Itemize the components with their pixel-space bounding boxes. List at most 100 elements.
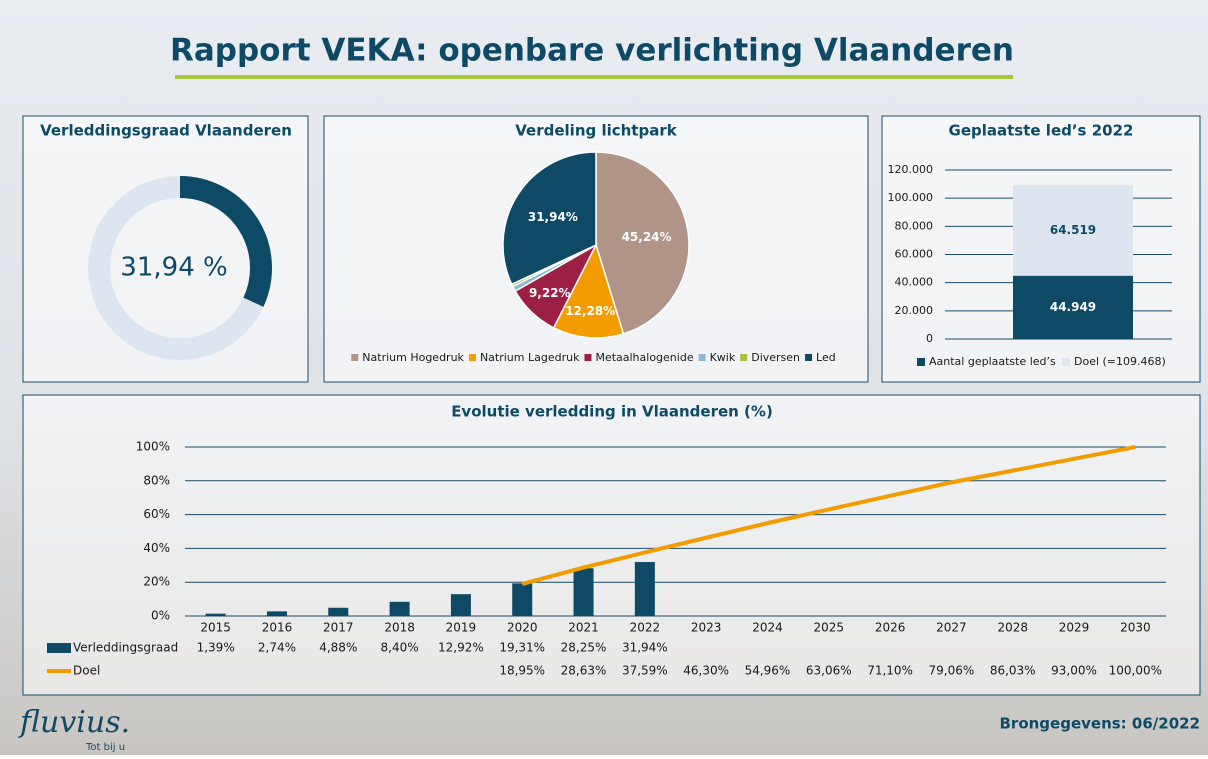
legend-swatch xyxy=(468,354,476,361)
y-tick-label: 20.000 xyxy=(895,304,934,317)
x-tick-label: 2023 xyxy=(691,621,722,635)
x-tick-label: 2024 xyxy=(752,621,783,635)
panel xyxy=(22,394,1201,696)
legend-label: Doel (=109.468) xyxy=(1074,355,1166,368)
y-tick-label: 100.000 xyxy=(888,191,934,204)
legend-swatch xyxy=(584,354,592,361)
pie-slice xyxy=(595,151,690,335)
table-value: 2,74% xyxy=(258,641,296,655)
pie-slice xyxy=(552,243,625,339)
table-value: 8,40% xyxy=(381,641,419,655)
pie-label: 9,22% xyxy=(529,286,571,300)
source-note: Brongegevens: 06/2022 xyxy=(999,715,1200,733)
page-title: Rapport VEKA: openbare verlichting Vlaan… xyxy=(170,33,1014,69)
bar-label: 64.519 xyxy=(1050,223,1096,237)
table-value: 37,59% xyxy=(622,664,668,678)
x-tick-label: 2016 xyxy=(262,621,293,635)
y-tick-label: 120.000 xyxy=(888,163,934,176)
table-value: 79,06% xyxy=(929,664,975,678)
bar-segment xyxy=(1013,275,1133,339)
legend-swatch xyxy=(740,354,748,361)
y-tick-label: 80.000 xyxy=(895,219,934,232)
y-tick-label: 0% xyxy=(151,609,170,623)
brand-logo: fluvius. xyxy=(18,705,130,740)
table-value: 28,25% xyxy=(561,641,607,655)
y-tick-label: 60.000 xyxy=(895,248,934,261)
pie-slice xyxy=(502,151,597,286)
y-tick-label: 0 xyxy=(926,332,933,345)
y-tick-label: 40% xyxy=(143,541,170,555)
bar xyxy=(389,601,410,616)
y-tick-label: 80% xyxy=(143,473,170,487)
legend-label: Doel xyxy=(73,664,100,678)
y-tick-label: 60% xyxy=(143,507,170,521)
table-value: 28,63% xyxy=(561,664,607,678)
x-tick-label: 2027 xyxy=(936,621,967,635)
pie-label: 45,24% xyxy=(622,230,672,244)
pie-label: 31,94% xyxy=(528,210,578,224)
table-value: 46,30% xyxy=(683,664,729,678)
brand-tagline: Tot bij u xyxy=(85,742,125,753)
donut-arc xyxy=(179,176,272,307)
legend-label: Diversen xyxy=(751,351,800,364)
legend-swatch xyxy=(698,354,706,361)
legend-label: Natrium Hogedruk xyxy=(362,351,464,364)
legend-swatch xyxy=(351,354,359,361)
legend-label: Led xyxy=(816,351,836,364)
table-value: 12,92% xyxy=(438,641,484,655)
legend-label: Kwik xyxy=(710,351,736,364)
x-tick-label: 2018 xyxy=(384,621,415,635)
line xyxy=(521,445,1136,586)
table-value: 54,96% xyxy=(745,664,791,678)
table-value: 1,39% xyxy=(197,641,235,655)
legend-swatch xyxy=(47,643,71,653)
table-value: 18,95% xyxy=(499,664,545,678)
y-tick-label: 100% xyxy=(136,440,170,454)
legend-swatch xyxy=(1062,358,1070,366)
legend-label: Natrium Lagedruk xyxy=(480,351,580,364)
bar xyxy=(266,611,287,616)
y-tick-label: 20% xyxy=(143,575,170,589)
x-tick-label: 2019 xyxy=(446,621,477,635)
table-value: 4,88% xyxy=(319,641,357,655)
x-tick-label: 2030 xyxy=(1120,621,1151,635)
table-value: 93,00% xyxy=(1051,664,1097,678)
panel-title: Evolutie verledding in Vlaanderen (%) xyxy=(451,403,773,421)
table-value: 31,94% xyxy=(622,641,668,655)
x-tick-label: 2029 xyxy=(1059,621,1090,635)
bar xyxy=(512,583,533,616)
legend-swatch xyxy=(805,354,813,361)
pie-label: 12,28% xyxy=(565,304,615,318)
table-value: 19,31% xyxy=(499,641,545,655)
panel-title: Verleddingsgraad Vlaanderen xyxy=(40,122,292,140)
x-tick-label: 2026 xyxy=(875,621,906,635)
bar xyxy=(328,607,349,616)
x-tick-label: 2020 xyxy=(507,621,538,635)
x-tick-label: 2017 xyxy=(323,621,354,635)
x-tick-label: 2021 xyxy=(568,621,599,635)
x-tick-label: 2015 xyxy=(200,621,231,635)
bar xyxy=(634,562,655,616)
bar xyxy=(573,568,594,616)
table-value: 100,00% xyxy=(1109,664,1162,678)
x-tick-label: 2028 xyxy=(997,621,1028,635)
bar-label: 44.949 xyxy=(1050,300,1096,314)
table-value: 63,06% xyxy=(806,664,852,678)
title-underline xyxy=(175,75,1013,79)
bar xyxy=(205,613,226,616)
table-value: 71,10% xyxy=(867,664,913,678)
legend-label: Aantal geplaatste led’s xyxy=(929,355,1056,368)
x-tick-label: 2022 xyxy=(630,621,661,635)
legend-label: Verleddingsgraad xyxy=(73,641,178,655)
legend-swatch xyxy=(47,669,71,673)
x-tick-label: 2025 xyxy=(814,621,845,635)
bar-segment xyxy=(1013,184,1133,276)
donut-label: 31,94 % xyxy=(120,253,227,283)
legend-label: Metaalhalogenide xyxy=(595,351,693,364)
y-tick-label: 40.000 xyxy=(895,276,934,289)
panel-title: Verdeling lichtpark xyxy=(515,122,677,140)
panel-title: Geplaatste led’s 2022 xyxy=(949,122,1134,140)
legend-swatch xyxy=(917,358,925,366)
table-value: 86,03% xyxy=(990,664,1036,678)
